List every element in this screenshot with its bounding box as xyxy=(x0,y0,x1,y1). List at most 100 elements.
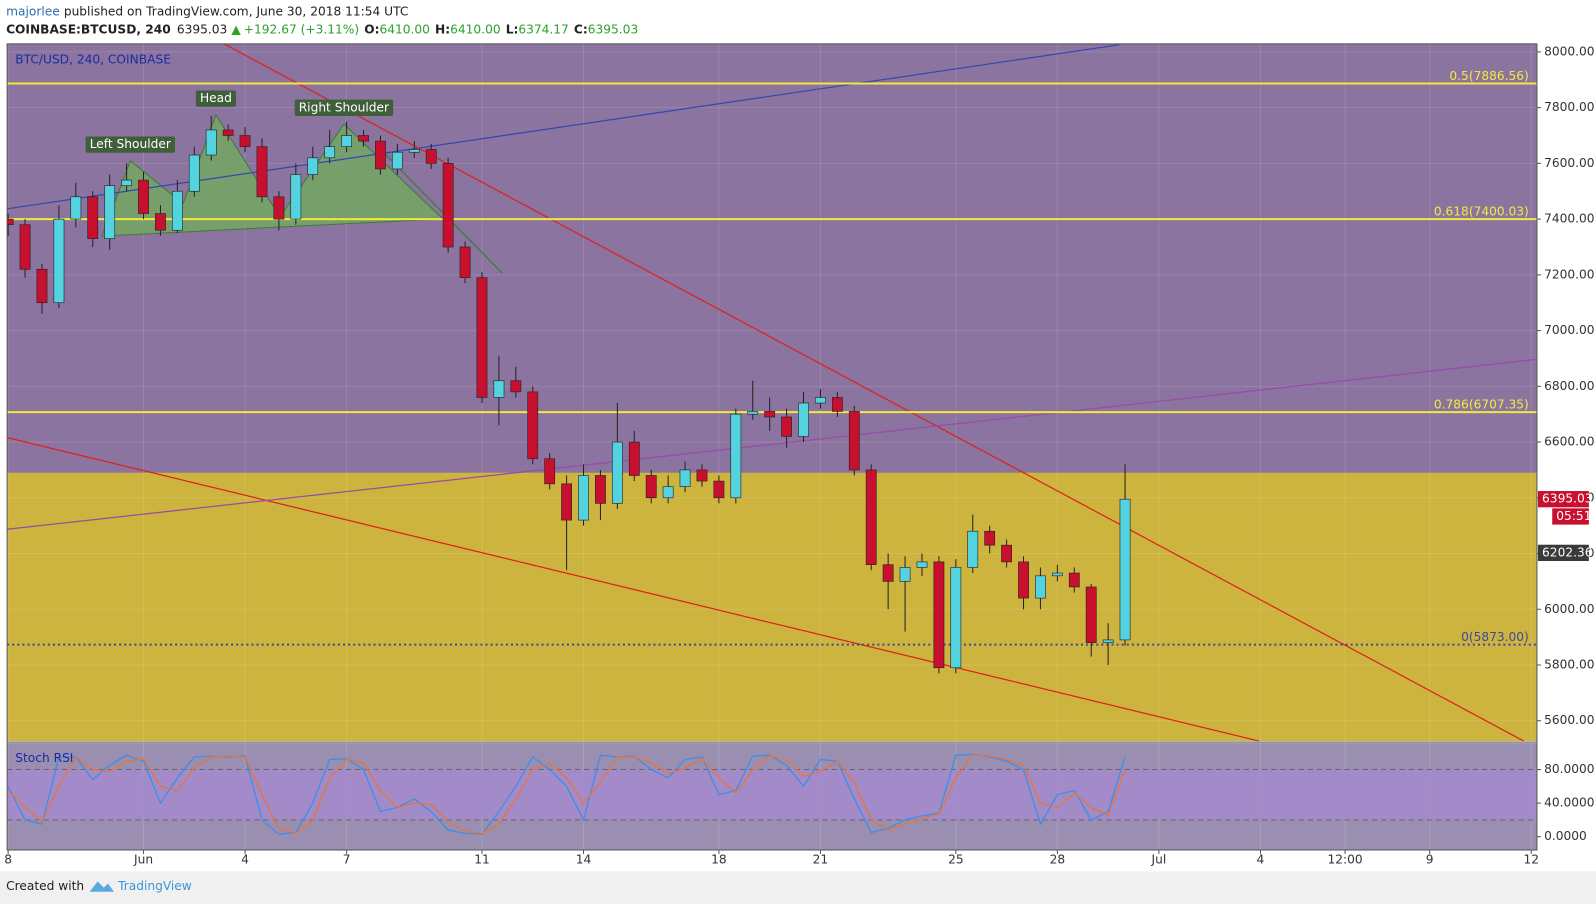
author[interactable]: majorlee xyxy=(6,4,60,18)
candle-body xyxy=(764,411,776,418)
x-tick-label: 12:00 xyxy=(1327,853,1362,867)
y-tick-label: 7200.00 xyxy=(1544,267,1594,281)
candle-body xyxy=(53,218,65,304)
candle-body xyxy=(155,213,166,231)
candle-body xyxy=(1068,572,1080,588)
x-tick-label: 4 xyxy=(1257,853,1265,867)
x-tick-label: 11 xyxy=(474,853,490,867)
stoch-line xyxy=(7,754,1126,835)
candle-body xyxy=(882,564,894,582)
sub-title: Stoch RSI xyxy=(15,751,73,765)
trendline xyxy=(223,43,1525,742)
candle-body xyxy=(239,135,251,147)
change: +192.67 (+3.11%) xyxy=(244,22,359,36)
x-tick-label: 14 xyxy=(576,853,592,867)
footer-brand[interactable]: TradingView xyxy=(117,879,192,893)
main-pane: 0.5(7886.56) 0.618(7400.03) 0.786(6707.35)… xyxy=(7,43,1537,742)
candle-body xyxy=(1102,639,1114,644)
candle-body xyxy=(679,469,691,487)
x-tick-label: 9 xyxy=(1426,853,1434,867)
annotation-box xyxy=(85,136,175,153)
axes: 5600.005800.006000.006200.006400.006600.… xyxy=(4,44,1594,866)
candle-body xyxy=(307,157,319,175)
candle-body xyxy=(1018,561,1029,599)
candle-body xyxy=(544,458,556,485)
trendline xyxy=(7,358,1537,530)
candle-body xyxy=(798,402,809,437)
candle-body xyxy=(865,469,877,565)
countdown-bg xyxy=(1552,508,1589,525)
y-tick-label: 0.0000 xyxy=(1544,829,1587,843)
ohlc-value: 6395.03 xyxy=(588,22,638,36)
y-tick-label: 7400.00 xyxy=(1544,212,1594,226)
y-tick-label: 7800.00 xyxy=(1544,100,1594,114)
x-tick-label: Jun xyxy=(133,853,153,867)
candle-body xyxy=(527,391,539,460)
candle-body xyxy=(1119,498,1131,641)
candle-body xyxy=(273,196,285,220)
x-tick-label: 8 xyxy=(4,853,12,867)
frame xyxy=(6,43,1538,851)
zone xyxy=(7,43,1537,473)
candle-body xyxy=(171,190,183,231)
x-tick-label: 7 xyxy=(343,853,351,867)
arrow: ▲ xyxy=(231,22,241,36)
candle-body xyxy=(138,179,149,214)
y-tick-label: 5800.00 xyxy=(1544,657,1594,671)
candle-body xyxy=(831,397,843,412)
ohlc-label: C: xyxy=(574,22,588,36)
last-price-bg xyxy=(1537,491,1589,508)
last: 6395.03 xyxy=(177,22,227,36)
candle-body xyxy=(1051,572,1063,577)
pattern xyxy=(101,113,444,237)
fib-label: 0.618(7400.03) xyxy=(1434,204,1529,218)
candle-body xyxy=(290,174,302,220)
annotation-box xyxy=(294,99,394,116)
candle-body xyxy=(611,441,623,504)
candle-body xyxy=(561,483,572,521)
x-tick-label: 18 xyxy=(711,853,727,867)
publish-line: majorlee published on TradingView.com, Ju… xyxy=(6,4,408,18)
ohlc-value: 6374.17 xyxy=(518,22,568,36)
ohlc-label: O: xyxy=(364,22,379,36)
candle-body xyxy=(815,397,826,404)
last-price: 6395.03 xyxy=(1542,492,1592,506)
candle-body xyxy=(578,475,589,521)
candle-body xyxy=(730,413,742,499)
candle-body xyxy=(459,246,471,278)
candle-body xyxy=(916,561,928,568)
zone xyxy=(7,472,1537,742)
ohlc-value: 6410.00 xyxy=(450,22,500,36)
candle-body xyxy=(324,146,336,159)
candle-body xyxy=(375,140,386,170)
y-tick-label: 6000.00 xyxy=(1544,602,1594,616)
trendline xyxy=(381,150,503,274)
y-tick-label: 5600.00 xyxy=(1544,713,1594,727)
y-tick-label: 80.0000 xyxy=(1544,762,1594,776)
candle-body xyxy=(645,475,657,499)
candle-body xyxy=(950,567,962,669)
candle-body xyxy=(104,185,116,239)
candle-body xyxy=(662,486,674,499)
candle-body xyxy=(408,149,420,153)
footer-created: Created with xyxy=(6,879,84,893)
candle-body xyxy=(341,135,352,147)
candle-body xyxy=(1035,575,1046,599)
candle-body xyxy=(933,561,945,669)
y-tick-label: 6600.00 xyxy=(1544,435,1594,449)
sub-pane xyxy=(7,743,1537,850)
candle-body xyxy=(36,268,48,304)
candle-body xyxy=(848,411,860,471)
annotation: Right Shoulder xyxy=(299,100,390,114)
candle-body xyxy=(188,154,200,192)
fib-label: 0.5(7886.56) xyxy=(1449,69,1528,83)
annotation: Left Shoulder xyxy=(90,137,172,151)
y-tick-label: 8000.00 xyxy=(1544,44,1594,58)
candle-body xyxy=(19,224,31,270)
x-tick-label: 4 xyxy=(241,853,249,867)
candle-body xyxy=(781,416,792,437)
y-tick-label: 6800.00 xyxy=(1544,379,1594,393)
price-badge: 6202.36 xyxy=(1542,545,1592,559)
